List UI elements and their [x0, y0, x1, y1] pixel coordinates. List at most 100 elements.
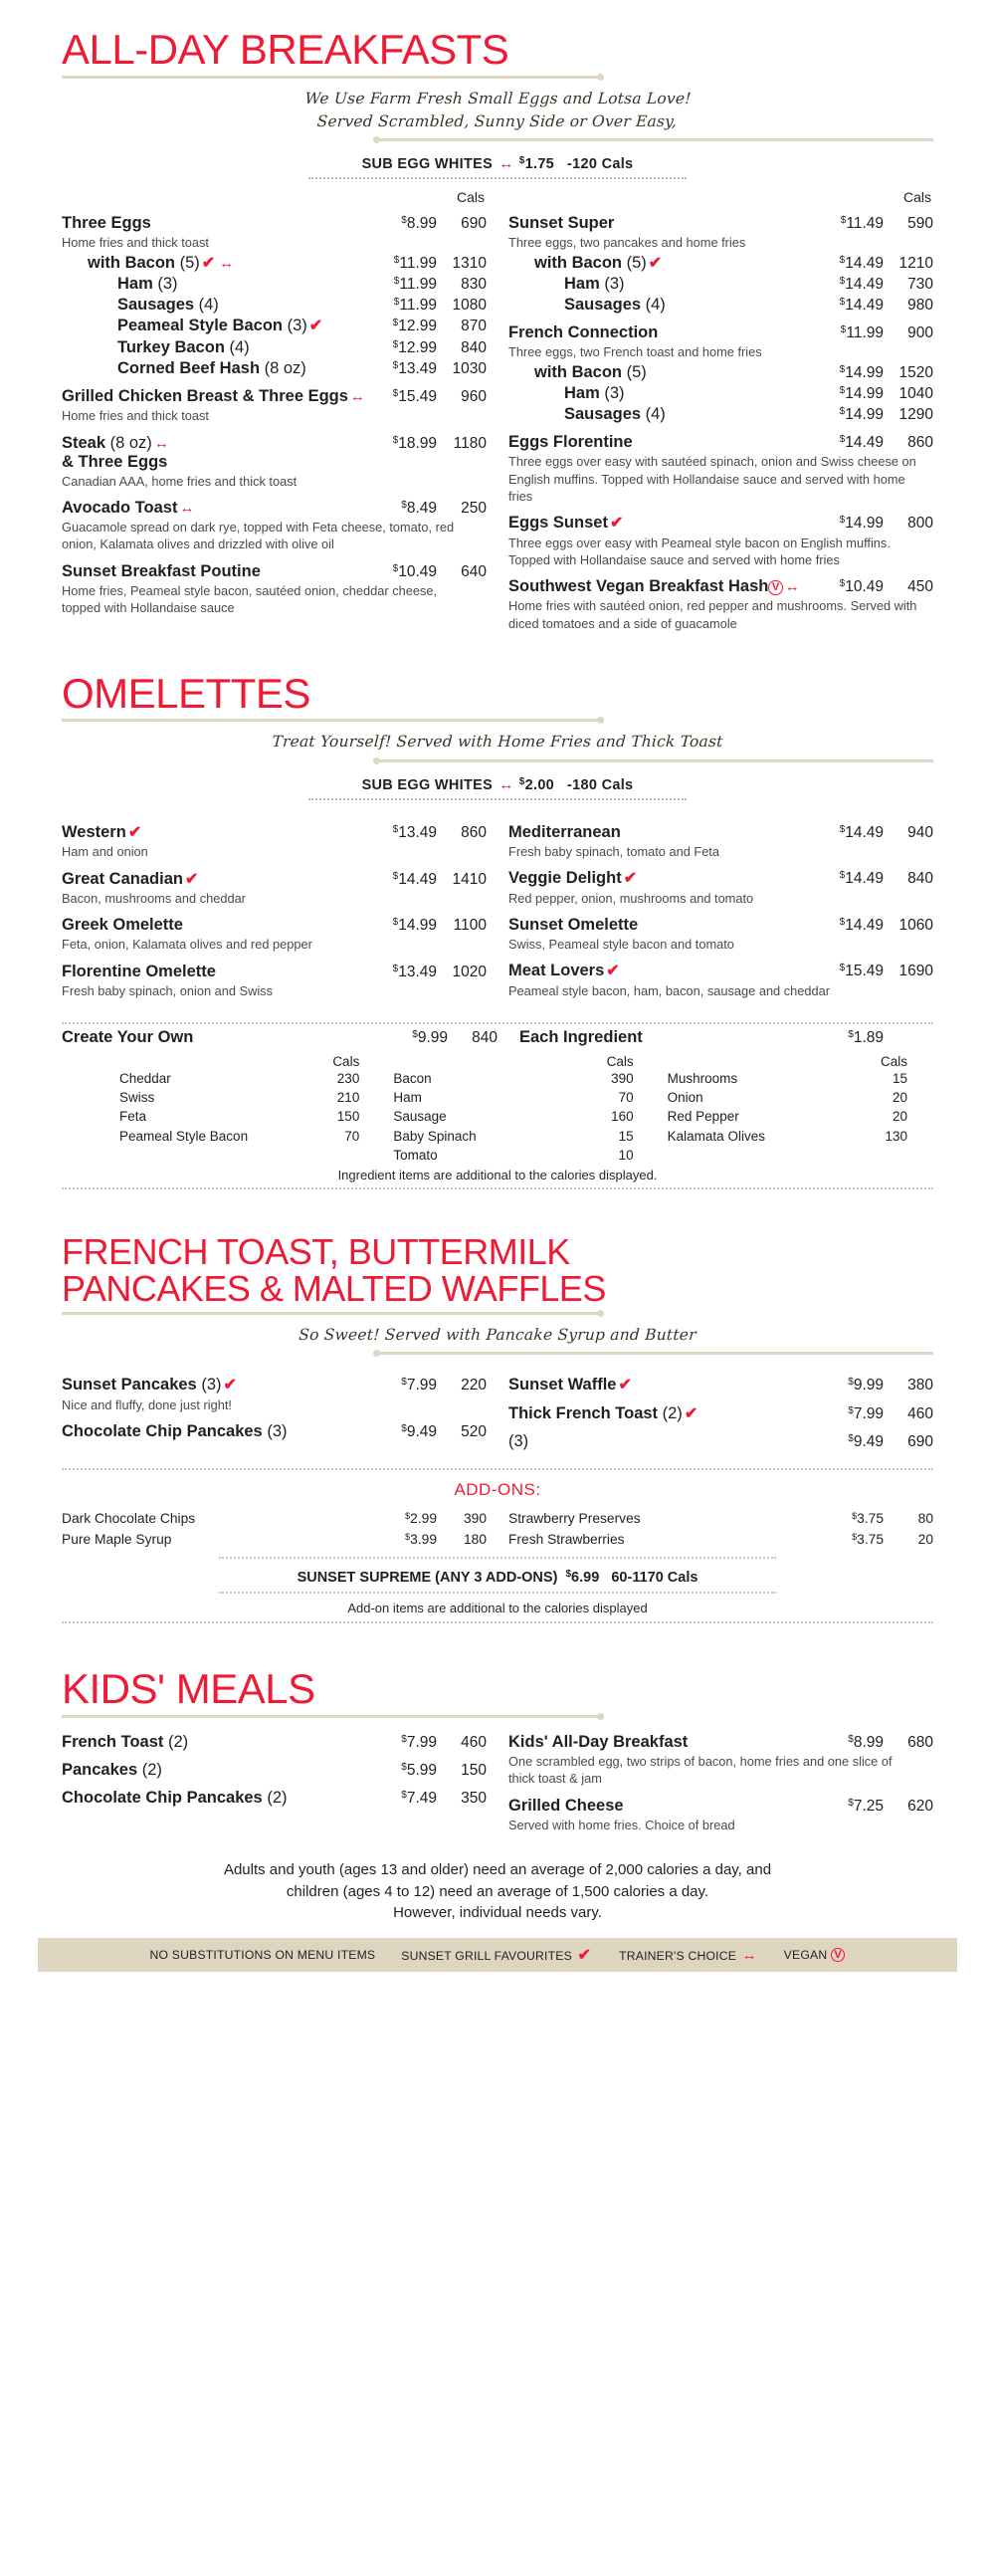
menu-item-name: Sausages (4): [117, 296, 219, 315]
menu-item[interactable]: (3) $9.49 690: [508, 1432, 933, 1451]
menu-item[interactable]: Sunset Breakfast Poutine $10.49 640 Home fr…: [62, 562, 487, 617]
ingredient-calories: 20: [892, 1090, 907, 1106]
menu-item[interactable]: Western ✔ $13.49 860 Ham and onion: [62, 823, 487, 861]
menu-item[interactable]: Three Eggs $8.99 690 Home fries and thick t…: [62, 214, 487, 251]
menu-item-name: Great Canadian ✔: [62, 869, 199, 888]
ingredient-calories: 10: [618, 1147, 634, 1163]
sub-egg-price: $1.75: [518, 155, 555, 173]
favourite-check-icon: ✔: [577, 1947, 592, 1965]
addon-row[interactable]: Pure Maple Syrup $3.99 180: [62, 1530, 487, 1551]
supreme-divider-bottom: [219, 1592, 776, 1595]
menu-item-calories: 980: [907, 297, 933, 315]
menu-item-name: Ham (3): [564, 275, 625, 294]
ingredient-name: Sausage: [393, 1109, 447, 1125]
addon-price: $3.99: [405, 1532, 437, 1548]
menu-item[interactable]: Southwest Vegan Breakfast Hash V ↔ $10.49 45…: [508, 577, 933, 632]
ingredient-name: Red Pepper: [667, 1109, 739, 1125]
ingredient-name: Bacon: [393, 1071, 432, 1087]
favourite-check-icon: ✔: [623, 870, 638, 888]
addon-row[interactable]: Strawberry Preserves $3.75 80: [508, 1509, 933, 1530]
menu-item-row: Great Canadian ✔ $14.49 1410: [62, 870, 487, 890]
menu-item-description: Feta, onion, Kalamata olives and red pep…: [62, 937, 312, 953]
menu-item-description: One scrambled egg, two strips of bacon, …: [508, 1753, 893, 1787]
vegan-icon: V: [830, 1947, 846, 1963]
menu-item[interactable]: Turkey Bacon (4) $12.99 840: [62, 338, 487, 357]
menu-item[interactable]: Grilled Chicken Breast & Three Eggs ↔ $15.…: [62, 387, 487, 424]
section-subtitle-sweets: So Sweet! Served with Pancake Syrup and …: [298, 1325, 697, 1344]
menu-item[interactable]: Thick French Toast (2) ✔ $7.99 460: [508, 1404, 933, 1424]
menu-item[interactable]: Peameal Style Bacon (3) ✔ $12.99 870: [62, 317, 487, 336]
menu-item[interactable]: Sunset Waffle ✔ $9.99 380: [508, 1376, 933, 1395]
menu-item[interactable]: with Bacon (5) ✔ $14.49 1210: [508, 254, 933, 274]
favourite-check-icon: ✔: [609, 515, 624, 533]
menu-item-row: Sunset Pancakes (3) ✔ $7.99 220: [62, 1376, 487, 1395]
menu-item[interactable]: Meat Lovers ✔ $15.49 1690 Peameal style baco…: [508, 962, 933, 999]
menu-item[interactable]: Pancakes (2) $5.99 150: [62, 1761, 487, 1780]
menu-item[interactable]: Sunset Super $11.49 590 Three eggs, two pan…: [508, 214, 933, 251]
menu-item-price: $7.99: [848, 1404, 884, 1422]
section-title-omelettes: OMELETTES: [62, 669, 310, 717]
menu-item[interactable]: Eggs Sunset ✔ $14.99 800 Three eggs over eas…: [508, 514, 933, 568]
sweets-columns: Sunset Pancakes (3) ✔ $7.99 220 Nice and flu…: [62, 1367, 933, 1451]
cyo-divider-bottom: [62, 1186, 933, 1189]
ingredient-calories: 390: [611, 1071, 634, 1087]
create-your-own-header: Create Your Own $9.99 840 Each Ingredien…: [62, 1028, 933, 1047]
sub-egg-whites-breakfast: SUB EGG WHITES ↔ $1.75 -120 Cals: [62, 155, 933, 180]
menu-item[interactable]: Greek Omelette $14.99 1100 Feta, onion, Kal…: [62, 916, 487, 953]
menu-item-price: $11.99: [393, 276, 437, 294]
create-your-own-price: $9.99: [412, 1029, 448, 1047]
legend-wrap: NO SUBSTITUTIONS ON MENU ITEMS SUNSET GR…: [0, 1938, 995, 1973]
menu-item-row: Western ✔ $13.49 860: [62, 823, 487, 843]
ingredient-row: Swiss 210: [119, 1088, 385, 1107]
menu-item[interactable]: Ham (3) $11.99 830: [62, 275, 487, 294]
menu-item[interactable]: Chocolate Chip Pancakes (2) $7.49 350: [62, 1789, 487, 1808]
menu-item[interactable]: Veggie Delight ✔ $14.49 840 Red pepper, onio…: [508, 869, 933, 907]
menu-item-price: $14.49: [392, 870, 437, 888]
menu-item[interactable]: Sausages (4) $14.99 1290: [508, 405, 933, 424]
menu-item[interactable]: Avocado Toast ↔ $8.49 250 Guacamole spread o…: [62, 499, 487, 553]
omelettes-spacer: [62, 632, 933, 672]
ingredient-calories: 230: [336, 1071, 360, 1087]
menu-item[interactable]: with Bacon (5) $14.99 1520: [508, 363, 933, 382]
menu-item-name: Florentine Omelette: [62, 962, 216, 980]
addon-row[interactable]: Fresh Strawberries $3.75 20: [508, 1530, 933, 1551]
menu-item-description: Peameal style bacon, ham, bacon, sausage…: [508, 982, 830, 998]
addon-row[interactable]: Dark Chocolate Chips $2.99 390: [62, 1509, 487, 1530]
menu-item[interactable]: Florentine Omelette $13.49 1020 Fresh baby …: [62, 963, 487, 999]
menu-item[interactable]: Mediterranean $14.49 940 Fresh baby spinach…: [508, 823, 933, 860]
menu-item[interactable]: Great Canadian ✔ $14.49 1410 Bacon, mushroom…: [62, 870, 487, 908]
menu-item[interactable]: Chocolate Chip Pancakes (3) $9.49 520: [62, 1422, 487, 1441]
menu-item-row: Avocado Toast ↔ $8.49 250: [62, 499, 487, 518]
menu-item[interactable]: Sausages (4) $11.99 1080: [62, 296, 487, 315]
menu-item[interactable]: Grilled Cheese $7.25 620 Served with home f…: [508, 1797, 933, 1833]
ingredient-calories: 70: [618, 1090, 634, 1106]
menu-item[interactable]: Sunset Pancakes (3) ✔ $7.99 220 Nice and flu…: [62, 1376, 487, 1413]
menu-item-calories: 1040: [898, 384, 933, 402]
kids-columns: French Toast (2) $7.99 460 Pancakes (2) $5.9…: [62, 1724, 933, 1833]
menu-item-calories: 870: [461, 318, 487, 335]
menu-item-name: Sausages (4): [564, 296, 666, 315]
menu-item[interactable]: Corned Beef Hash (8 oz) $13.49 1030: [62, 359, 487, 378]
ingredient-calories: 20: [892, 1109, 907, 1125]
menu-item-calories: 460: [461, 1733, 487, 1751]
menu-item[interactable]: Eggs Florentine $14.49 860 Three eggs over …: [508, 433, 933, 505]
trainer-choice-icon: ↔: [219, 254, 234, 272]
menu-item-price: $14.99: [839, 406, 884, 423]
menu-item[interactable]: Kids' All-Day Breakfast $8.99 680 One scram…: [508, 1733, 933, 1788]
menu-item-row: Thick French Toast (2) ✔ $7.99 460: [508, 1404, 933, 1424]
menu-item-calories: 940: [907, 823, 933, 841]
menu-item[interactable]: French Toast (2) $7.99 460: [62, 1733, 487, 1752]
menu-item-name: (3): [508, 1432, 529, 1451]
legend-bar: NO SUBSTITUTIONS ON MENU ITEMS SUNSET GR…: [38, 1938, 957, 1973]
menu-item-price: $14.99: [839, 384, 884, 402]
menu-item-name: Grilled Chicken Breast & Three Eggs ↔: [62, 387, 365, 406]
menu-item[interactable]: Steak (8 oz) ↔ & Three Eggs $18.99 1180 Canad…: [62, 434, 487, 491]
menu-item[interactable]: Sunset Omelette $14.49 1060 Swiss, Peameal …: [508, 916, 933, 953]
menu-item[interactable]: Sausages (4) $14.49 980: [508, 296, 933, 315]
menu-item[interactable]: Ham (3) $14.49 730: [508, 275, 933, 294]
menu-item[interactable]: Ham (3) $14.99 1040: [508, 384, 933, 403]
menu-item[interactable]: with Bacon (5) ✔ ↔ $11.99 1310: [62, 254, 487, 274]
menu-item-row: Grilled Cheese $7.25 620: [508, 1797, 933, 1816]
addon-calories: 20: [917, 1532, 933, 1548]
menu-item[interactable]: French Connection $11.99 900 Three eggs, tw…: [508, 323, 933, 360]
